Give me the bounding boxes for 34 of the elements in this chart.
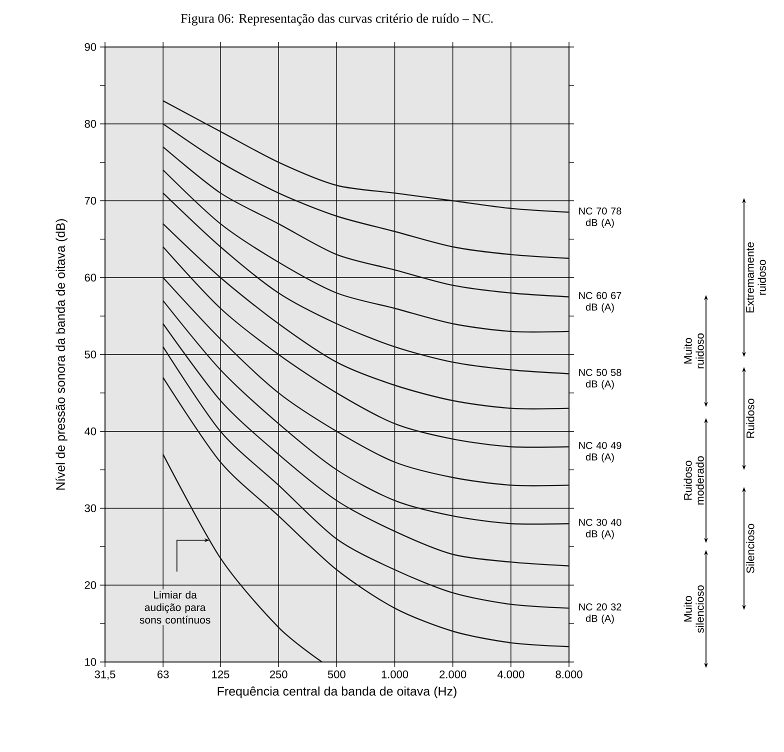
text: Muito ruidoso [684, 333, 704, 368]
x-tick-label: 1.000 [382, 670, 408, 678]
y-tick-label: 50 [84, 350, 96, 358]
y-tick-label: 30 [84, 504, 96, 512]
y-axis-title: Nível de pressão sonora da banda de oitava (dB) [56, 219, 68, 490]
y-tick-label: 40 [84, 427, 96, 436]
x-tick-label: 63 [158, 670, 169, 678]
x-tick-label: 250 [270, 670, 288, 678]
series-label: NC 40 49 dB (A) [579, 442, 622, 463]
x-tick-label: 2.000 [440, 670, 466, 678]
y-tick-label: 70 [84, 196, 96, 205]
text: Silencioso [746, 524, 754, 574]
series-label: NC 60 67 dB (A) [579, 292, 622, 313]
y-tick-label: 60 [84, 274, 96, 282]
series-label: NC 30 40 dB (A) [579, 518, 622, 540]
text: Extremamente ruidoso [746, 242, 766, 312]
chart-title: Figura 06: Representação das curvas critério de ruído – NC. [180, 14, 493, 26]
x-tick-label: 500 [328, 670, 346, 678]
y-tick-label: 90 [84, 43, 96, 51]
x-tick-label: 8.000 [556, 670, 582, 678]
y-tick-label: 10 [85, 658, 96, 666]
y-tick-label: 80 [84, 120, 96, 128]
text: Ruidoso moderado [684, 456, 704, 505]
series-label: NC 20 32 dB (A) [579, 603, 622, 624]
x-tick-label: 4.000 [497, 670, 524, 678]
x-tick-label: 31,5 [94, 670, 116, 680]
x-axis-title: Frequência central da banda de oitava (Hz) [218, 686, 456, 698]
text: Ruidoso [746, 398, 754, 438]
series-label: NC 50 58 dB (A) [579, 368, 622, 390]
y-tick-label: 20 [84, 581, 96, 590]
x-tick-label: 125 [212, 670, 230, 678]
text: Muito silencioso [684, 585, 704, 633]
annotation: Limiar da audição para sons contínuos [140, 590, 210, 624]
series-label: NC 70 78 dB (A) [579, 207, 622, 228]
